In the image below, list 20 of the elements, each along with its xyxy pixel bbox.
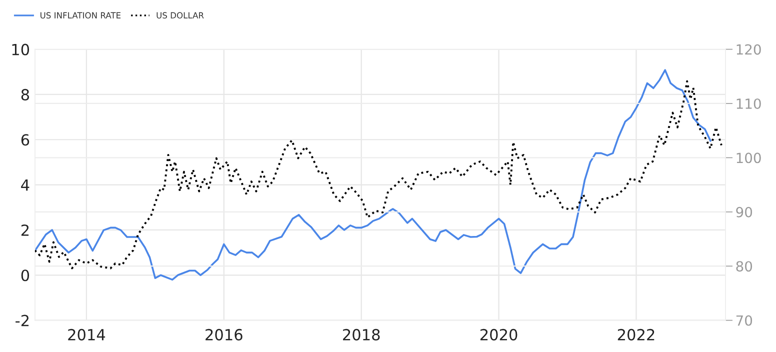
y-tick-label: 2 — [21, 224, 29, 236]
y-tick-label: 10 — [12, 44, 30, 56]
y2-tick-label: 90 — [736, 206, 752, 218]
x-tick-label: 2018 — [343, 328, 380, 340]
x-tick-label: 2016 — [206, 328, 242, 340]
legend-label: US DOLLAR — [156, 12, 204, 18]
y-tick-label: 6 — [21, 134, 30, 146]
x-tick-label: 2020 — [480, 328, 518, 340]
y2-tick-label: 110 — [736, 98, 761, 109]
x-tick-label: 2022 — [618, 328, 654, 340]
y2-tick-label: 120 — [736, 44, 761, 55]
y2-tick-label: 100 — [736, 152, 761, 164]
y2-tick-label: 80 — [736, 261, 752, 272]
y-tick-label: 4 — [21, 179, 30, 191]
legend-label: US INFLATION RATE — [40, 12, 121, 18]
x-tick-label: 2014 — [68, 328, 106, 340]
y-tick-label: 0 — [21, 270, 30, 282]
y-tick-label: 8 — [21, 88, 30, 100]
y2-tick-label: 70 — [736, 315, 752, 326]
y-tick-label: -2 — [16, 314, 29, 326]
